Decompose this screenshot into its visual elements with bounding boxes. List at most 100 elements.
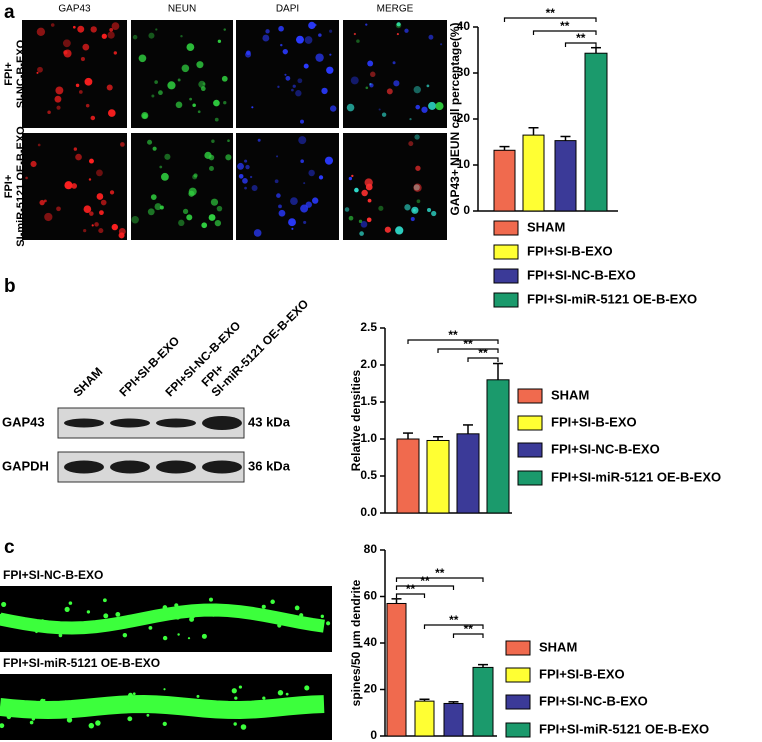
- cell: [329, 53, 332, 56]
- legend-label: FPI+SI-B-EXO: [551, 414, 637, 429]
- legend-swatch: [505, 667, 531, 683]
- spine: [58, 633, 63, 638]
- cell: [295, 90, 302, 97]
- spine: [35, 709, 40, 714]
- spine: [267, 706, 271, 710]
- cell: [404, 28, 409, 33]
- blot-band: [202, 460, 242, 474]
- cell: [201, 222, 208, 229]
- protein-name: GAP43: [2, 414, 45, 429]
- column-label: NEUN: [168, 4, 196, 15]
- y-tick-label: 1.5: [360, 394, 377, 408]
- bar: [486, 379, 510, 514]
- lane-label: SHAM: [70, 364, 105, 399]
- significance-bracket: [452, 633, 484, 638]
- image-label: FPI+SI-NC-B-EXO: [3, 568, 103, 582]
- cell: [152, 146, 157, 151]
- significance-label: **: [478, 346, 488, 360]
- cell: [159, 165, 163, 169]
- cell: [111, 22, 120, 30]
- cell: [150, 194, 157, 201]
- cell: [435, 102, 444, 111]
- protein-size: 36 kDa: [248, 458, 291, 473]
- protein-size: 43 kDa: [248, 414, 291, 429]
- cell: [188, 190, 195, 197]
- cell: [227, 139, 230, 143]
- cell: [408, 141, 414, 147]
- cell: [351, 174, 354, 178]
- cell: [63, 50, 68, 55]
- column-label: GAP43: [58, 4, 91, 15]
- cell: [180, 34, 183, 38]
- cell: [313, 23, 317, 27]
- spine: [103, 613, 109, 619]
- cell: [223, 101, 227, 105]
- significance-label: **: [406, 582, 416, 596]
- lane-label: FPI+SI-NC-B-EXO: [162, 319, 243, 400]
- spine: [0, 613, 4, 620]
- spine: [66, 709, 72, 715]
- cell: [257, 138, 261, 142]
- spine: [299, 613, 304, 618]
- bar: [472, 666, 494, 737]
- bar: [414, 700, 435, 737]
- significance-bracket: [437, 348, 499, 353]
- significance-bracket: [423, 624, 484, 629]
- cell: [396, 22, 401, 27]
- y-tick-label: 2.5: [360, 320, 377, 334]
- cell: [90, 26, 97, 33]
- spine: [177, 633, 180, 636]
- cell: [428, 34, 434, 40]
- cell: [392, 61, 396, 65]
- spine: [201, 633, 207, 639]
- y-tick-label: 40: [364, 635, 378, 649]
- cell: [43, 199, 47, 203]
- spine: [127, 716, 133, 722]
- significance-label: **: [546, 6, 556, 20]
- dendrite: [0, 603, 325, 635]
- spine: [1, 601, 7, 607]
- y-tick-label: 60: [364, 589, 378, 603]
- spine: [61, 702, 66, 707]
- y-tick-label: 0: [463, 203, 470, 217]
- spine: [44, 704, 50, 710]
- cell: [428, 101, 437, 110]
- blot-band: [64, 418, 104, 428]
- spine: [103, 598, 107, 603]
- cell: [192, 174, 198, 180]
- spine: [121, 618, 127, 624]
- bar: [522, 134, 545, 212]
- cell: [300, 204, 309, 213]
- cell: [366, 217, 372, 223]
- cell: [276, 193, 281, 198]
- cell: [158, 90, 163, 96]
- cell: [278, 204, 282, 209]
- cell: [111, 223, 118, 231]
- cell: [440, 43, 443, 46]
- cell: [246, 50, 251, 56]
- cell: [308, 21, 316, 30]
- cell: [197, 110, 201, 114]
- y-tick-label: 40: [457, 19, 471, 33]
- column-label: MERGE: [377, 4, 414, 15]
- cell: [193, 173, 198, 178]
- significance-label: **: [435, 566, 445, 580]
- cell: [251, 185, 258, 192]
- cell: [100, 199, 107, 206]
- cell: [410, 217, 415, 222]
- blot-band: [156, 418, 196, 428]
- cell: [251, 106, 254, 109]
- cell: [426, 84, 430, 88]
- cell: [404, 204, 411, 211]
- cell: [280, 43, 283, 47]
- spine: [304, 685, 310, 691]
- cell: [303, 63, 309, 69]
- spine: [146, 713, 150, 717]
- cell: [204, 151, 212, 159]
- y-tick-label: 10: [457, 157, 471, 171]
- spine: [189, 616, 195, 622]
- cell: [396, 33, 399, 36]
- cell: [151, 94, 155, 98]
- cell: [346, 103, 355, 112]
- spine: [227, 707, 233, 713]
